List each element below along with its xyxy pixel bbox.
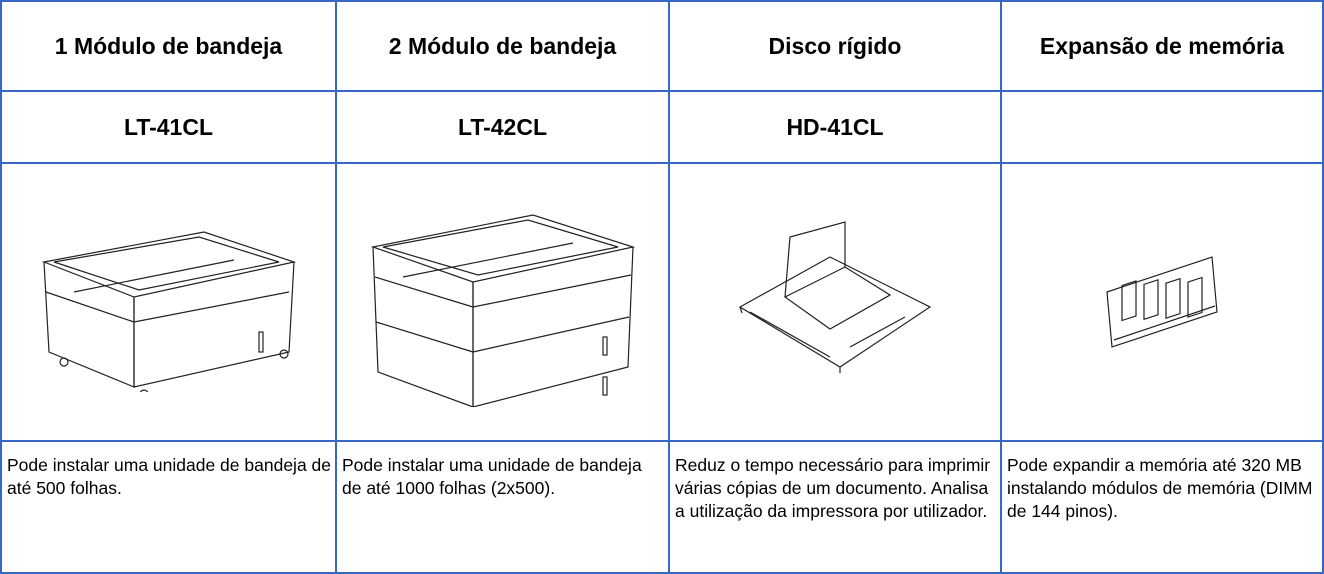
description-cell: Pode instalar uma unidade de bandeja de … bbox=[335, 440, 670, 574]
model-cell: LT-41CL bbox=[0, 90, 337, 164]
image-cell bbox=[335, 162, 670, 442]
hdd-illustration bbox=[738, 221, 932, 373]
model-cell bbox=[1000, 90, 1324, 164]
model-cell: HD-41CL bbox=[668, 90, 1002, 164]
header-cell: 1 Módulo de bandeja bbox=[0, 0, 337, 92]
header-cell: 2 Módulo de bandeja bbox=[335, 0, 670, 92]
tray-illustration bbox=[370, 214, 635, 407]
tray-illustration bbox=[41, 231, 296, 392]
memory-illustration bbox=[1106, 256, 1218, 348]
model-cell: LT-42CL bbox=[335, 90, 670, 164]
image-cell bbox=[0, 162, 337, 442]
image-cell bbox=[1000, 162, 1324, 442]
description-cell: Pode instalar uma unidade de bandeja de … bbox=[0, 440, 337, 574]
header-cell: Expansão de memória bbox=[1000, 0, 1324, 92]
image-cell bbox=[668, 162, 1002, 442]
header-cell: Disco rígido bbox=[668, 0, 1002, 92]
description-cell: Pode expandir a memória até 320 MB insta… bbox=[1000, 440, 1324, 574]
description-cell: Reduz o tempo necessário para imprimir v… bbox=[668, 440, 1002, 574]
